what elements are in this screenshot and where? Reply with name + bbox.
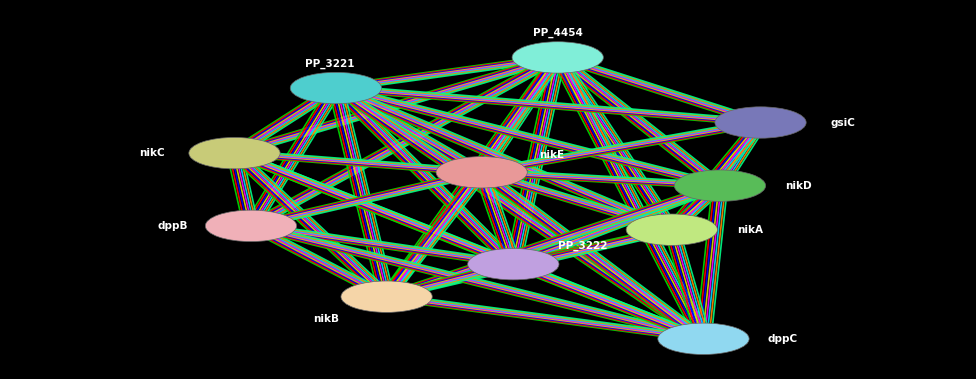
Ellipse shape	[341, 281, 432, 312]
Text: dppC: dppC	[767, 334, 797, 344]
Text: nikC: nikC	[140, 148, 165, 158]
Text: nikD: nikD	[786, 181, 812, 191]
Text: gsiC: gsiC	[831, 117, 855, 127]
Text: nikE: nikE	[539, 150, 564, 160]
Text: dppB: dppB	[157, 221, 187, 231]
Text: PP_3222: PP_3222	[558, 241, 608, 251]
Ellipse shape	[205, 210, 297, 241]
Ellipse shape	[436, 157, 527, 188]
Ellipse shape	[512, 42, 603, 73]
Text: PP_4454: PP_4454	[533, 27, 583, 38]
Ellipse shape	[468, 249, 559, 280]
Ellipse shape	[674, 170, 765, 201]
Ellipse shape	[189, 138, 280, 169]
Ellipse shape	[658, 323, 750, 354]
Text: nikB: nikB	[312, 314, 339, 324]
Ellipse shape	[627, 214, 717, 245]
Ellipse shape	[290, 72, 382, 104]
Ellipse shape	[714, 107, 806, 138]
Text: nikA: nikA	[738, 225, 763, 235]
Text: PP_3221: PP_3221	[305, 59, 354, 69]
